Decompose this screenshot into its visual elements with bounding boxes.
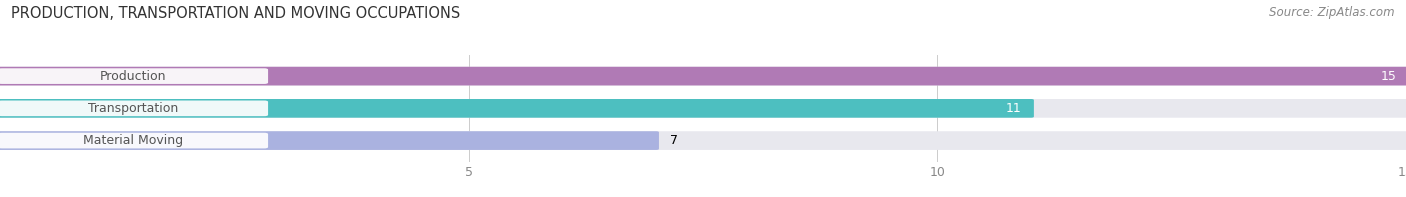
FancyBboxPatch shape: [0, 99, 1033, 118]
FancyBboxPatch shape: [0, 99, 1406, 118]
Text: 15: 15: [1381, 70, 1396, 83]
Text: 7: 7: [671, 134, 678, 147]
Text: PRODUCTION, TRANSPORTATION AND MOVING OCCUPATIONS: PRODUCTION, TRANSPORTATION AND MOVING OC…: [11, 6, 461, 21]
Text: Production: Production: [100, 70, 166, 83]
Text: Source: ZipAtlas.com: Source: ZipAtlas.com: [1270, 6, 1395, 19]
FancyBboxPatch shape: [0, 100, 269, 116]
FancyBboxPatch shape: [0, 131, 659, 150]
Text: 11: 11: [1005, 102, 1022, 115]
Text: Material Moving: Material Moving: [83, 134, 183, 147]
FancyBboxPatch shape: [0, 133, 269, 148]
FancyBboxPatch shape: [0, 68, 269, 84]
FancyBboxPatch shape: [0, 67, 1406, 85]
FancyBboxPatch shape: [0, 131, 1406, 150]
FancyBboxPatch shape: [0, 67, 1406, 85]
Text: Transportation: Transportation: [89, 102, 179, 115]
